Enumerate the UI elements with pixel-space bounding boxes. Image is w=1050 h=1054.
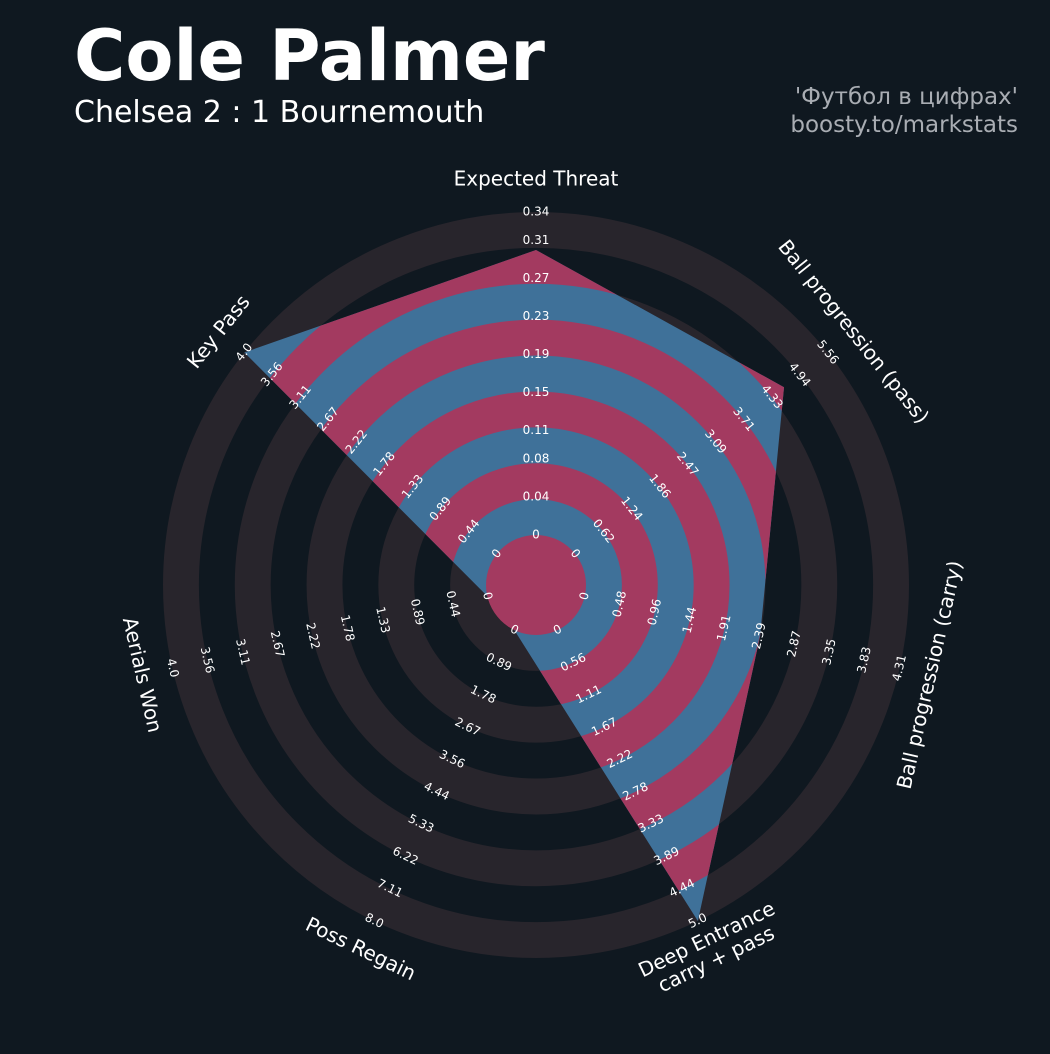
center-circle: [486, 535, 586, 635]
tick-label: 0.15: [523, 385, 550, 399]
tick-label: 0: [480, 591, 495, 602]
credit: 'Футбол в цифрах': [795, 84, 1018, 110]
tick-label: 1.33: [373, 605, 393, 634]
tick-label: 0.23: [523, 309, 550, 323]
ring: [163, 212, 909, 958]
tick-label: 4.0: [164, 657, 182, 679]
tick-label: 0.48: [610, 589, 630, 618]
tick-label: 2.39: [749, 621, 769, 650]
tick-label: 0.04: [523, 490, 550, 504]
tick-label: 3.35: [819, 637, 839, 666]
tick-label: 4.31: [889, 653, 909, 682]
tick-label: 0: [532, 528, 540, 542]
tick-label: 0.27: [523, 271, 550, 285]
tick-label: 0.08: [523, 452, 550, 466]
tick-label: 1.91: [714, 613, 734, 642]
tick-label: 3.11: [233, 637, 253, 666]
tick-label: 0.89: [408, 597, 428, 626]
credit: boosty.to/markstats: [790, 112, 1018, 138]
tick-label: 0.34: [523, 205, 550, 219]
tick-label: 3.83: [854, 645, 874, 674]
tick-label: 2.87: [784, 629, 804, 658]
tick-label: 1.44: [680, 605, 700, 634]
param-label: Expected Threat: [454, 167, 619, 191]
tick-label: 2.67: [268, 629, 288, 658]
tick-label: 0: [577, 591, 592, 602]
tick-label: 1.78: [338, 613, 358, 642]
chart-subtitle: Chelsea 2 : 1 Bournemouth: [74, 95, 484, 130]
chart-title: Cole Palmer: [74, 15, 545, 97]
tick-label: 2.22: [303, 621, 323, 650]
tick-label: 0.96: [645, 597, 665, 626]
tick-label: 0.19: [523, 347, 550, 361]
tick-label: 0.11: [523, 423, 550, 437]
tick-label: 0.44: [443, 589, 463, 618]
tick-label: 3.56: [198, 645, 218, 674]
tick-label: 0.31: [523, 233, 550, 247]
